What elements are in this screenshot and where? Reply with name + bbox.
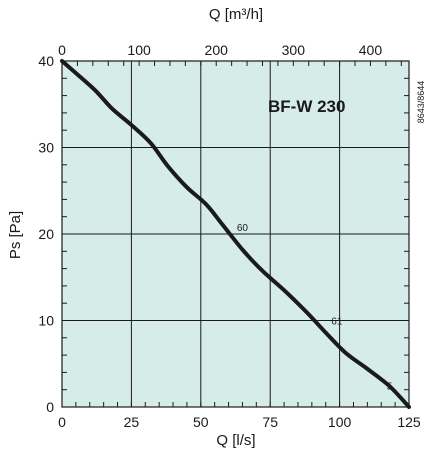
top-tick-label-3: 300 (282, 42, 306, 58)
top-tick-label-4: 400 (359, 42, 383, 58)
top-axis-tick-labels: 0 100 200 300 400 (58, 42, 382, 58)
x-tick-label-4: 100 (328, 414, 352, 430)
chart-title: BF-W 230 (268, 97, 345, 116)
x-tick-label-0: 0 (58, 414, 66, 430)
curve-annotation-1: 61 (331, 317, 343, 328)
x-tick-label-2: 50 (193, 414, 209, 430)
curve-annotation-0: 60 (237, 223, 249, 234)
y-tick-label-4: 40 (38, 53, 54, 69)
x-axis-title: Q [l/s] (216, 432, 255, 449)
side-code-label: 8643/8644 (416, 81, 426, 124)
grid-lines (62, 61, 409, 407)
y-tick-label-0: 0 (46, 399, 54, 415)
y-tick-label-2: 20 (38, 226, 54, 242)
curve-annotation-2: 5 (387, 381, 393, 392)
y-tick-label-1: 10 (38, 313, 54, 329)
x-tick-label-3: 75 (262, 414, 278, 430)
x-tick-label-1: 25 (124, 414, 140, 430)
top-tick-label-1: 100 (127, 42, 151, 58)
y-tick-label-3: 30 (38, 140, 54, 156)
x-tick-label-5: 125 (397, 414, 421, 430)
y-axis-tick-labels: 0 10 20 30 40 (38, 53, 54, 415)
y-axis-title: Ps [Pa] (7, 211, 24, 259)
plot-frame (61, 60, 410, 408)
curve-annotations: 60 61 5 (237, 223, 393, 392)
top-tick-label-0: 0 (58, 42, 66, 58)
top-axis-title: Q [m³/h] (209, 6, 263, 23)
x-axis-tick-labels: 0 25 50 75 100 125 (58, 414, 421, 430)
top-tick-label-2: 200 (205, 42, 229, 58)
fan-curve-line (60, 59, 411, 409)
